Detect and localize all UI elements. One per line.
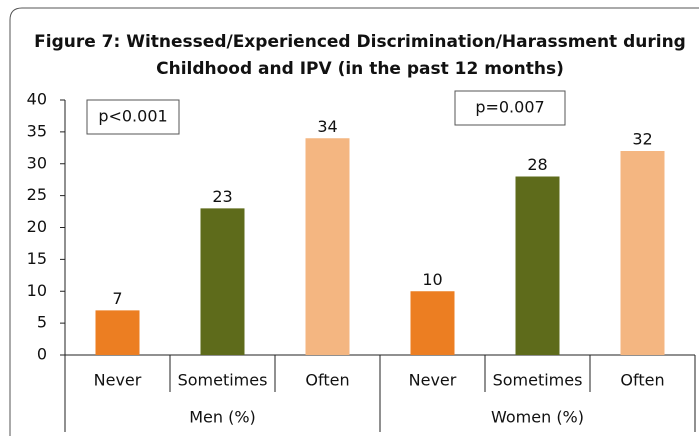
y-tick-label: 5 — [37, 313, 47, 332]
x-tick-label: Sometimes — [178, 371, 268, 390]
annotation: p=0.007 — [475, 98, 544, 117]
y-tick-label: 35 — [27, 121, 47, 140]
group-label: Men (%) — [189, 408, 256, 427]
data-label: 34 — [317, 117, 337, 136]
y-tick-label: 20 — [27, 217, 47, 236]
y-tick-label: 0 — [37, 345, 47, 364]
chart-title: Childhood and IPV (in the past 12 months… — [156, 59, 564, 79]
x-tick-label: Often — [620, 371, 664, 390]
bar — [95, 310, 140, 355]
data-label: 23 — [212, 187, 232, 206]
data-label: 7 — [112, 289, 122, 308]
x-tick-label: Never — [409, 371, 457, 390]
frame — [9, 7, 699, 436]
y-tick-label: 10 — [27, 281, 47, 300]
data-label: 32 — [632, 130, 652, 149]
x-tick-label: Often — [305, 371, 349, 390]
data-label: 28 — [527, 155, 547, 174]
bar — [200, 208, 245, 355]
annotation-box — [86, 99, 180, 135]
y-tick-label: 30 — [27, 153, 47, 172]
bar — [305, 138, 350, 355]
y-tick-label: 25 — [27, 185, 47, 204]
bar — [515, 176, 560, 355]
group-label: Women (%) — [491, 408, 584, 427]
annotation-box — [454, 90, 566, 126]
y-tick-label: 15 — [27, 249, 47, 268]
x-tick-label: Never — [94, 371, 142, 390]
chart-title: Figure 7: Witnessed/Experienced Discrimi… — [34, 32, 686, 52]
y-tick-label: 40 — [27, 90, 47, 109]
annotation: p<0.001 — [98, 107, 167, 126]
bar — [410, 291, 455, 355]
x-tick-label: Sometimes — [493, 371, 583, 390]
bar — [620, 151, 665, 355]
data-label: 10 — [422, 270, 442, 289]
